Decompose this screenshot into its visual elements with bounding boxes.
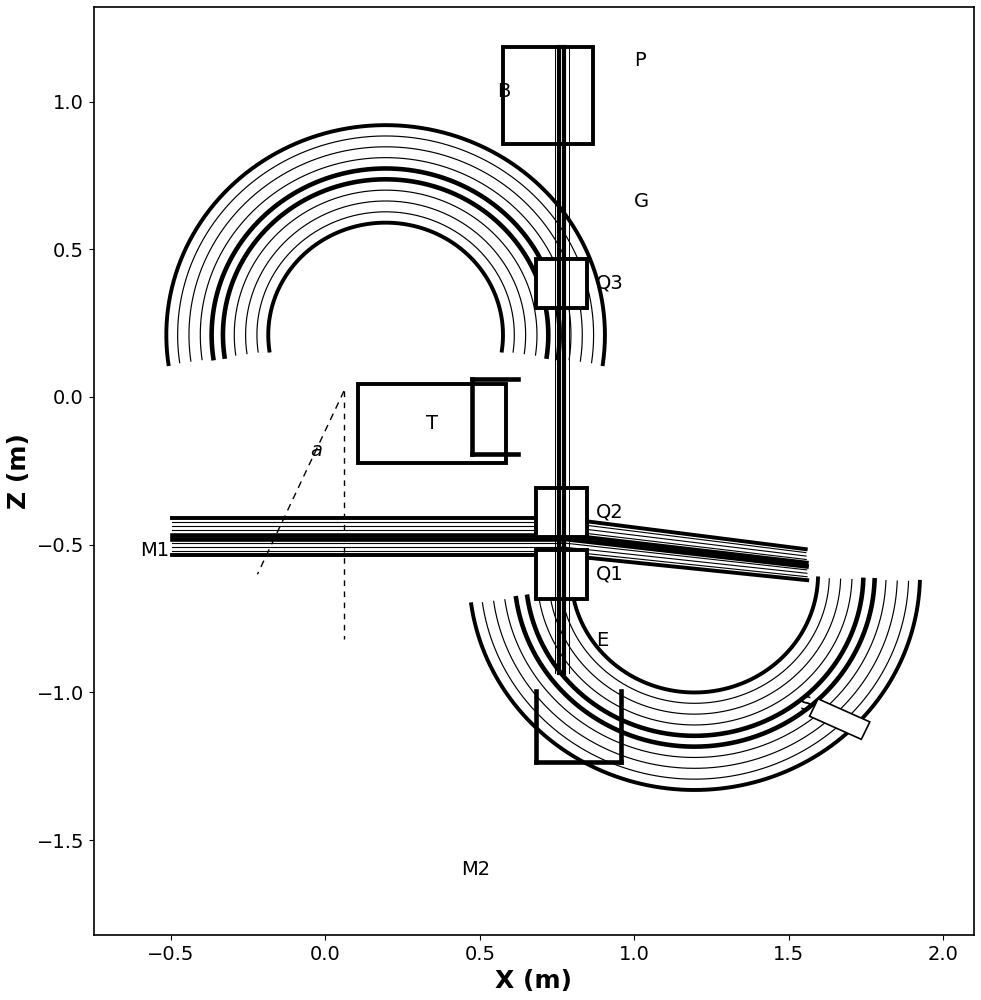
Bar <box>809 699 870 739</box>
Text: Q3: Q3 <box>595 274 623 293</box>
Bar <box>537 488 588 537</box>
Bar <box>537 259 588 308</box>
Y-axis label: Z (m): Z (m) <box>7 433 31 509</box>
Bar <box>503 47 593 144</box>
Text: Q1: Q1 <box>595 565 623 584</box>
Text: B: B <box>497 82 511 101</box>
Text: P: P <box>635 51 645 70</box>
Text: M1: M1 <box>140 541 169 560</box>
Bar <box>537 550 588 599</box>
Text: G: G <box>635 192 649 211</box>
Text: E: E <box>595 631 608 650</box>
Text: Q2: Q2 <box>595 503 623 522</box>
Text: M2: M2 <box>461 860 490 879</box>
Text: $a$: $a$ <box>310 441 323 460</box>
Text: T: T <box>426 414 438 433</box>
Bar <box>358 384 506 463</box>
Text: S: S <box>800 695 812 714</box>
X-axis label: X (m): X (m) <box>495 969 572 993</box>
